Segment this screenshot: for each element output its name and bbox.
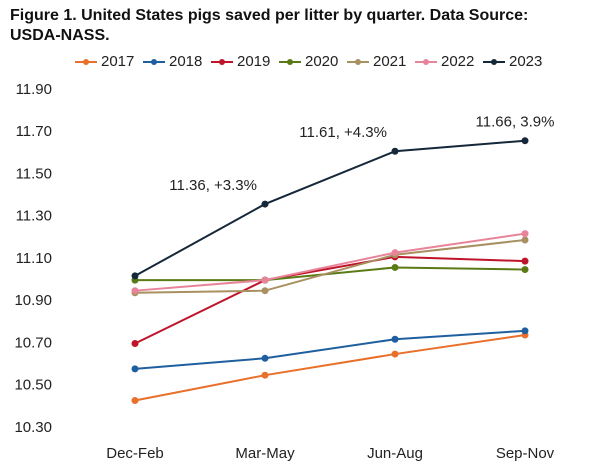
legend-marker <box>83 59 89 65</box>
legend-marker <box>219 59 225 65</box>
y-tick-label: 11.30 <box>16 208 52 225</box>
point <box>131 287 139 295</box>
value-label: 11.61, +4.3% <box>299 124 387 141</box>
series-line <box>134 255 526 345</box>
point <box>521 266 529 274</box>
point <box>521 137 529 145</box>
point <box>521 236 529 244</box>
point <box>131 272 139 280</box>
point <box>131 365 139 373</box>
point <box>391 147 399 155</box>
value-label: 11.66, 3.9% <box>476 114 555 131</box>
legend-label: 2018 <box>169 53 202 70</box>
series-line <box>134 232 526 292</box>
legend-label: 2020 <box>305 53 338 70</box>
chart-title: Figure 1. United States pigs saved per l… <box>10 7 529 44</box>
y-tick-label: 11.10 <box>16 250 52 267</box>
series-line <box>134 329 526 370</box>
point <box>131 340 139 347</box>
point <box>391 263 399 271</box>
x-tick-label: Jun-Aug <box>367 445 423 462</box>
point <box>261 200 269 208</box>
y-tick-label: 11.50 <box>16 165 52 182</box>
legend-marker <box>287 59 293 65</box>
legend-marker <box>491 59 497 65</box>
x-tick-label: Dec-Feb <box>106 445 164 462</box>
point <box>261 371 269 379</box>
point <box>391 335 399 343</box>
legend-label: 2022 <box>441 53 474 70</box>
legend-marker <box>355 59 361 65</box>
point <box>131 397 139 405</box>
legend-label: 2017 <box>101 53 134 70</box>
series-line <box>134 139 526 277</box>
legend-label: 2021 <box>373 53 406 70</box>
series-line <box>134 238 526 294</box>
point <box>391 249 399 257</box>
point <box>391 350 399 358</box>
x-tick-label: Sep-Nov <box>496 445 555 462</box>
series-line <box>135 266 526 282</box>
series-line <box>134 334 526 402</box>
point <box>261 287 269 295</box>
legend-marker <box>423 59 429 65</box>
legend-marker <box>151 59 157 65</box>
y-tick-label: 11.90 <box>16 81 52 98</box>
point <box>521 257 529 265</box>
point <box>261 354 269 362</box>
legend-label: 2019 <box>237 53 270 70</box>
y-tick-label: 10.90 <box>14 292 52 309</box>
legend-label: 2023 <box>509 53 542 70</box>
y-tick-label: 11.70 <box>16 123 52 140</box>
point <box>521 327 529 335</box>
y-tick-label: 10.70 <box>14 334 52 351</box>
y-tick-label: 10.30 <box>14 419 52 436</box>
y-tick-label: 10.50 <box>14 377 52 394</box>
point <box>261 276 269 284</box>
point <box>521 230 529 238</box>
value-label: 11.36, +3.3% <box>169 177 257 194</box>
x-tick-label: Mar-May <box>235 445 295 462</box>
